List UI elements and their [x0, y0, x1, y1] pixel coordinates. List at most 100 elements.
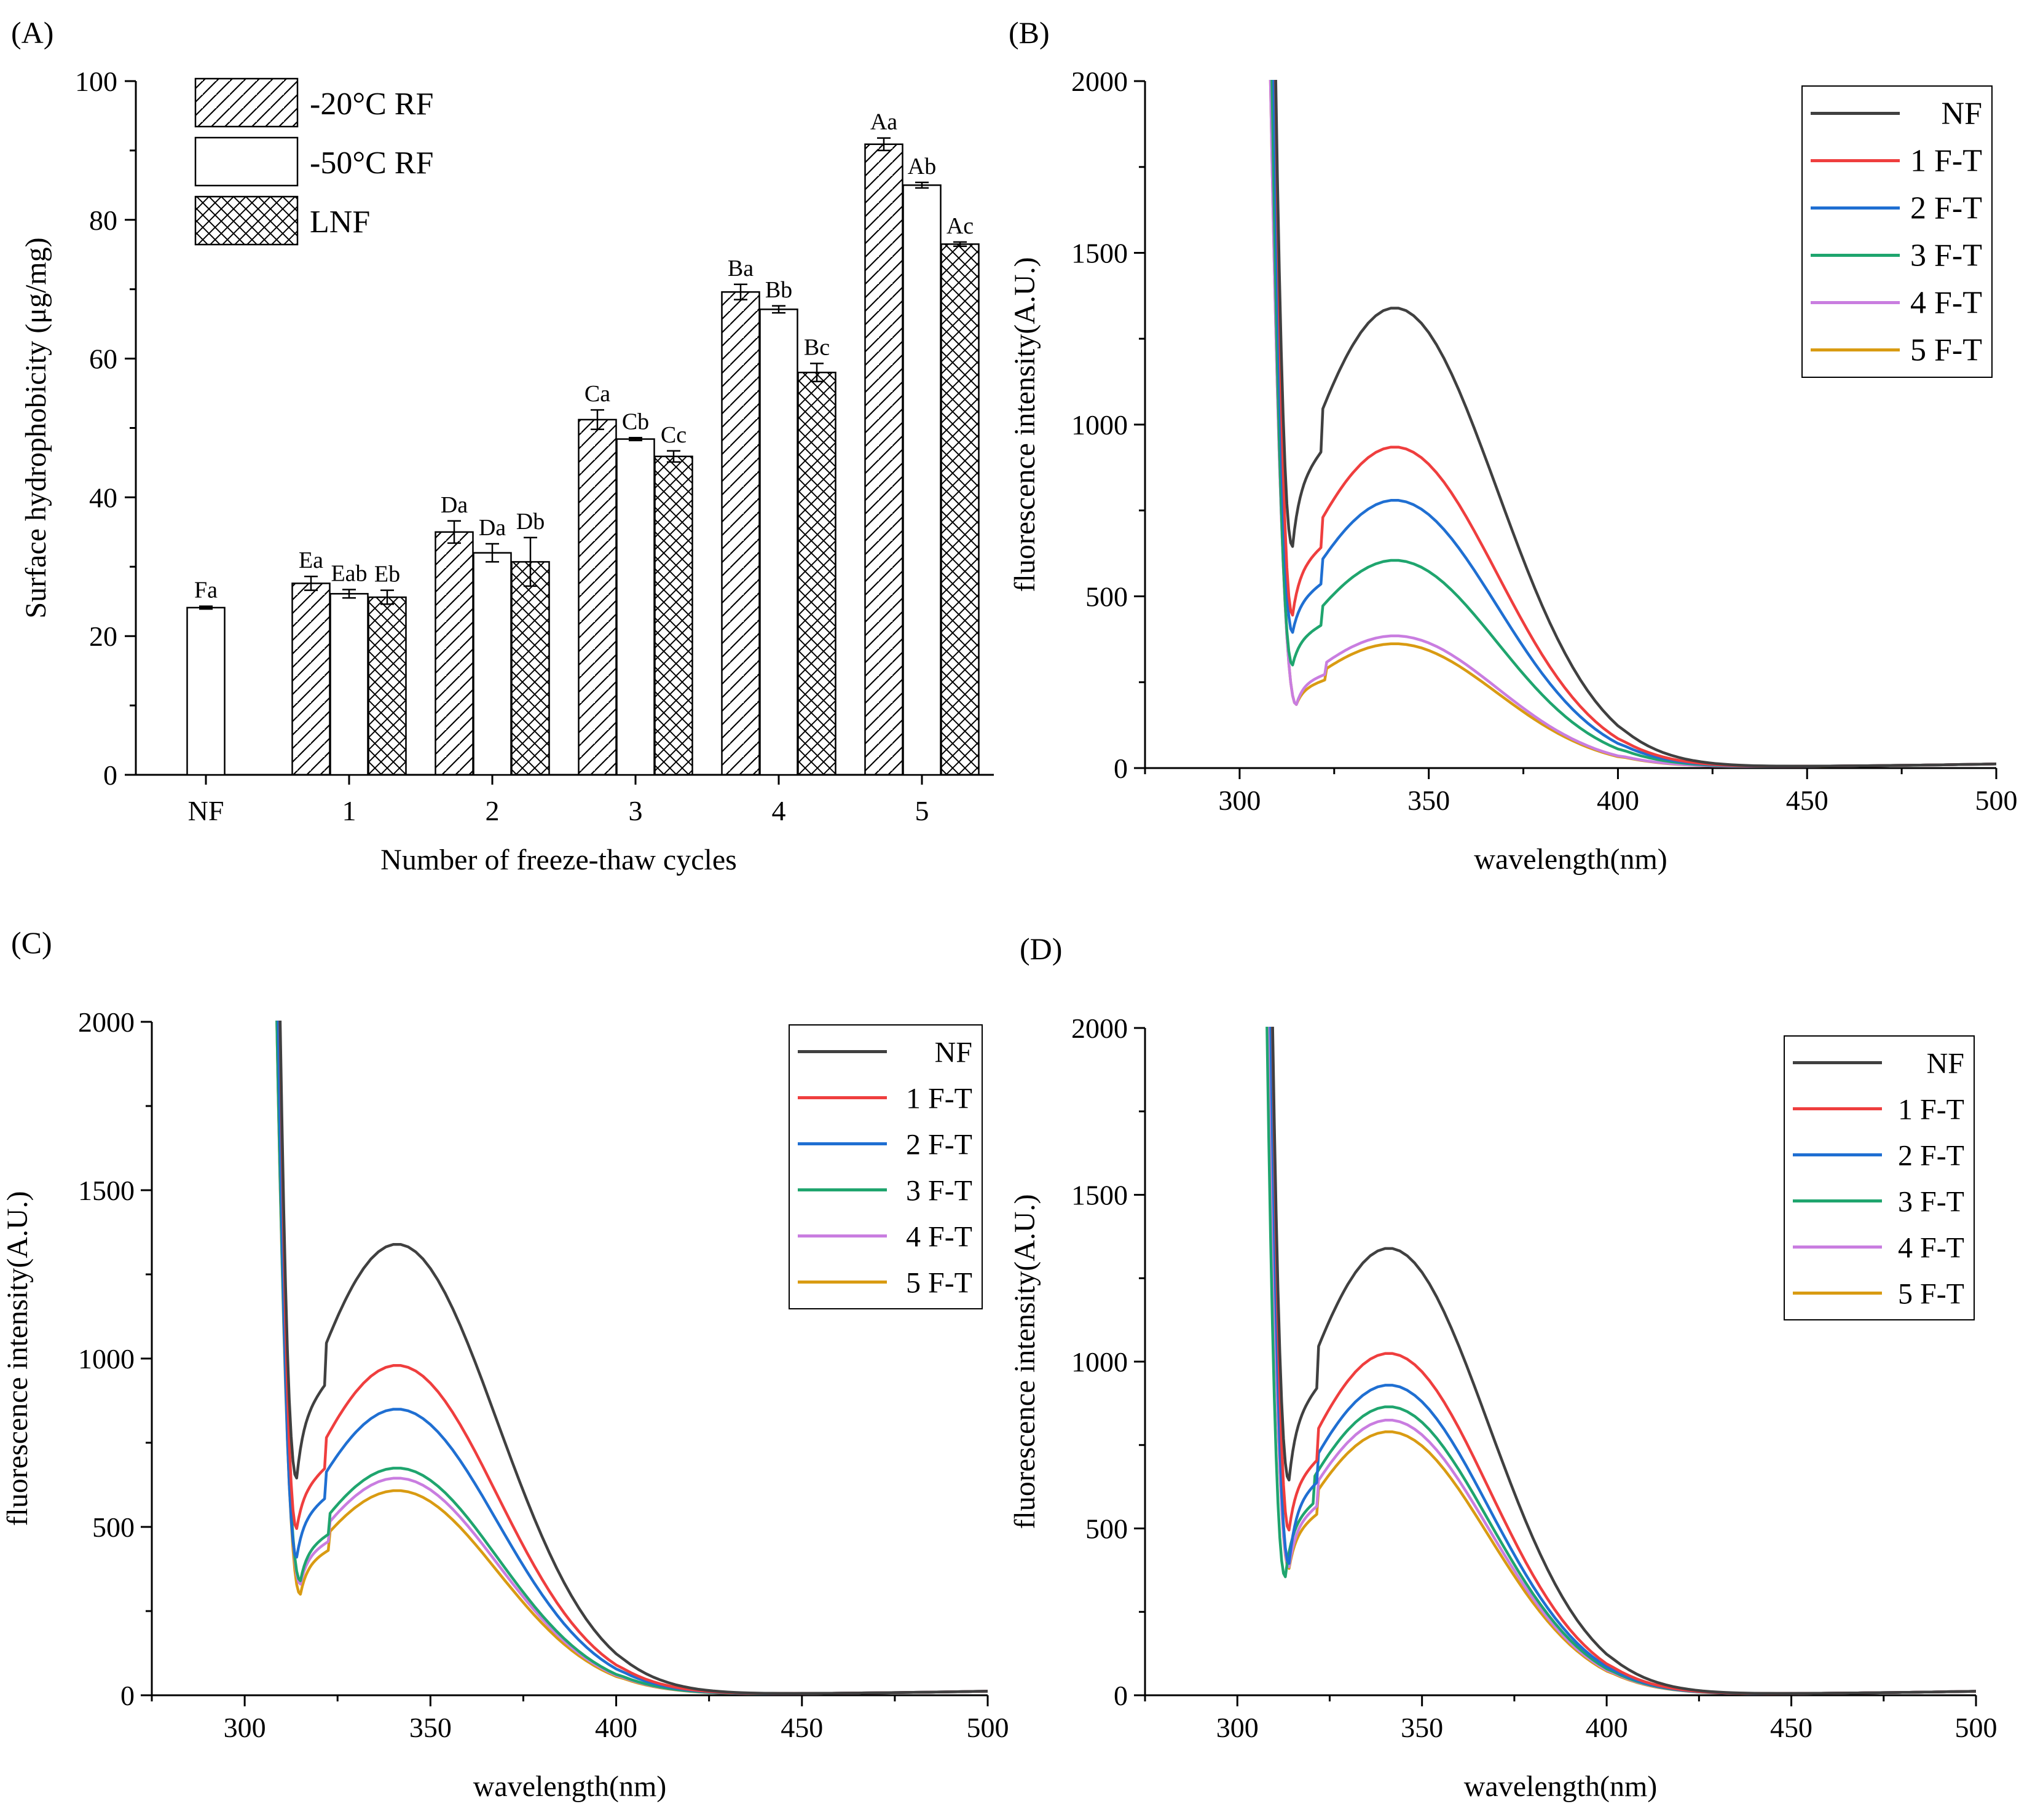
legend-label-4-f-t: 4 F-T — [1910, 286, 1982, 321]
legend-label-3-f-t: 3 F-T — [1898, 1186, 1964, 1218]
chart-panel-c: (C) 0 500 1000 1500 2000 300 350 400 450 500 NF 1 F-… — [0, 910, 1014, 1820]
legend-label-2-f-t: 2 F-T — [1898, 1140, 1964, 1172]
plot-area — [1269, 80, 1996, 768]
x-axis-title: Number of freeze-thaw cycles — [380, 844, 737, 876]
y-axis-title: Surface hydrophobicity (μg/mg) — [20, 237, 52, 618]
bar-50-c-rf-3 — [616, 438, 655, 776]
significance-label: Ac — [947, 213, 974, 239]
bar-20-c-rf-1 — [291, 582, 331, 776]
legend-label-1-f-t: 1 F-T — [1898, 1094, 1964, 1126]
significance-label: Fa — [194, 578, 218, 603]
panel-label: (C) — [11, 925, 52, 960]
y-axis-title: fluorescence intensity(A.U.) — [1009, 257, 1041, 592]
x-tick-label: 300 — [1218, 785, 1261, 816]
bar-20-c-rf-5 — [864, 143, 903, 776]
panel-label: (D) — [1020, 932, 1062, 966]
x-tick-label: 350 — [409, 1712, 452, 1743]
panel-label: (B) — [1009, 15, 1050, 50]
significance-label: Aa — [870, 109, 897, 135]
y-tick-label: 500 — [1085, 1513, 1128, 1545]
y-tick-label: 1500 — [1071, 238, 1128, 269]
legend-swatch-50-c-rf — [194, 136, 299, 187]
legend-label-5-f-t: 5 F-T — [1898, 1278, 1964, 1311]
legend-label-50-c-rf: -50°C RF — [310, 146, 433, 181]
x-tick-label: 450 — [781, 1712, 823, 1743]
significance-label: Ca — [584, 381, 610, 407]
significance-label: Db — [516, 509, 545, 535]
significance-label: Eb — [374, 562, 400, 587]
legend-label-nf: NF — [1942, 96, 1982, 131]
significance-label: Cb — [622, 409, 649, 434]
x-tick-label: 300 — [224, 1712, 266, 1743]
x-tick-label: 400 — [595, 1712, 637, 1743]
x-tick-label-3: 3 — [629, 795, 643, 826]
y-tick-label: 2000 — [1071, 1013, 1128, 1044]
legend-label-1-f-t: 1 F-T — [906, 1083, 972, 1115]
y-tick-label: 1500 — [78, 1175, 135, 1206]
bar-50-c-rf-5 — [902, 184, 942, 776]
significance-label: Ba — [728, 256, 754, 281]
bar-20-c-rf-2 — [435, 531, 474, 776]
bar-50-c-rf-4 — [759, 308, 798, 776]
x-tick-label-4: 4 — [772, 795, 786, 826]
legend-label-3-f-t: 3 F-T — [1910, 238, 1982, 273]
y-tick-label: 0 — [1114, 1680, 1128, 1711]
x-tick-label: 500 — [1955, 1712, 1997, 1743]
legend-label-2-f-t: 2 F-T — [906, 1129, 972, 1161]
x-axis-title: wavelength(nm) — [1464, 1770, 1658, 1803]
y-tick-label: 2000 — [1071, 66, 1128, 97]
legend-label-nf: NF — [1927, 1048, 1964, 1080]
significance-label: Ab — [908, 154, 936, 179]
x-tick-label: 300 — [1216, 1712, 1259, 1743]
significance-label: Eab — [331, 561, 367, 587]
line-chart-svg: (D) 0 500 1000 1500 2000 300 350 400 450 500 NF 1 F-… — [1009, 932, 1997, 1803]
legend-label-4-f-t: 4 F-T — [906, 1221, 972, 1253]
chart-panel-b: (B) 0 500 1000 1500 2000 300 350 400 450 500 NF 1 F-… — [1009, 0, 2027, 910]
x-tick-label: 350 — [1407, 785, 1450, 816]
y-tick-label: 1500 — [1071, 1180, 1128, 1211]
y-tick-label: 1000 — [78, 1343, 135, 1375]
significance-label: Ea — [299, 547, 323, 573]
y-tick-label: 80 — [89, 205, 117, 236]
y-tick-label: 1000 — [1071, 1346, 1128, 1378]
significance-label: Bc — [804, 335, 830, 361]
y-tick-label: 500 — [92, 1512, 135, 1543]
legend-label-2-f-t: 2 F-T — [1910, 191, 1982, 226]
bar-50-c-rf-nf — [186, 606, 226, 776]
legend-label-lnf: LNF — [310, 205, 370, 240]
x-axis-title: wavelength(nm) — [473, 1770, 667, 1803]
legend-box — [789, 1024, 983, 1309]
significance-label: Da — [479, 515, 506, 541]
y-tick-label: 0 — [1114, 753, 1128, 784]
legend-label-nf: NF — [935, 1037, 972, 1069]
x-tick-label: 400 — [1597, 785, 1639, 816]
series-line-nf — [1274, 80, 1996, 768]
y-tick-label: 20 — [89, 621, 117, 652]
significance-label: Cc — [661, 422, 687, 448]
bar-20-c-rf-4 — [721, 291, 760, 776]
x-tick-label-1: 1 — [342, 795, 356, 826]
plot-area — [275, 1021, 988, 1695]
line-chart-svg: (B) 0 500 1000 1500 2000 300 350 400 450 500 NF 1 F-… — [1009, 15, 2018, 876]
chart-panel-a: (A) 0 20 40 60 80 100 NF 1 2 3 4 5 Fa Ea Eab Eb Da Da Db Ca C… — [0, 0, 1014, 910]
bar-50-c-rf-1 — [329, 593, 369, 776]
legend-label-1-f-t: 1 F-T — [1910, 144, 1982, 179]
line-chart-svg: (C) 0 500 1000 1500 2000 300 350 400 450 500 NF 1 F-… — [1, 925, 1009, 1803]
y-tick-label: 0 — [103, 759, 117, 791]
legend-box — [1784, 1035, 1975, 1320]
legend-swatch-20-c-rf — [194, 77, 299, 128]
x-tick-label: 450 — [1770, 1712, 1812, 1743]
series-line-nf — [1271, 1027, 1976, 1695]
x-tick-label: 400 — [1586, 1712, 1628, 1743]
bar-lnf-5 — [940, 243, 980, 776]
legend-label-4-f-t: 4 F-T — [1898, 1232, 1964, 1265]
x-axis-title: wavelength(nm) — [1474, 843, 1667, 876]
y-tick-label: 2000 — [78, 1006, 135, 1038]
bar-lnf-3 — [654, 455, 693, 776]
bar-50-c-rf-2 — [473, 552, 512, 776]
chart-panel-d: (D) 0 500 1000 1500 2000 300 350 400 450 500 NF 1 F-… — [1009, 910, 2027, 1820]
plot-area — [1265, 1027, 1976, 1695]
x-tick-label: 450 — [1786, 785, 1828, 816]
x-tick-label: 500 — [967, 1712, 1009, 1743]
